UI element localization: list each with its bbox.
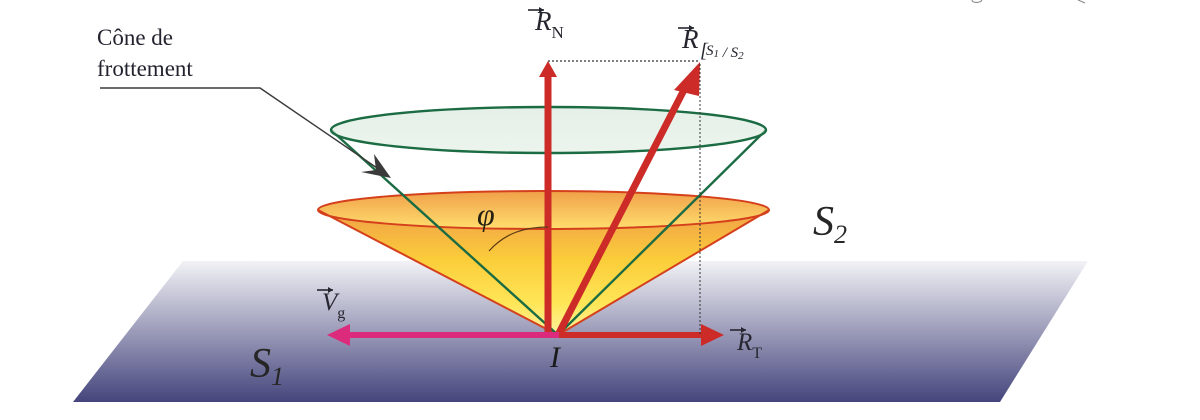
svg-text:S1 / S2: S1 / S2 bbox=[706, 43, 744, 62]
svg-text:frottement: frottement bbox=[97, 56, 193, 81]
svg-text:φ: φ bbox=[477, 196, 495, 232]
svg-text:S2: S2 bbox=[813, 199, 847, 249]
svg-text:Cône de: Cône de bbox=[97, 25, 173, 50]
svg-text:RN: RN bbox=[534, 6, 564, 42]
